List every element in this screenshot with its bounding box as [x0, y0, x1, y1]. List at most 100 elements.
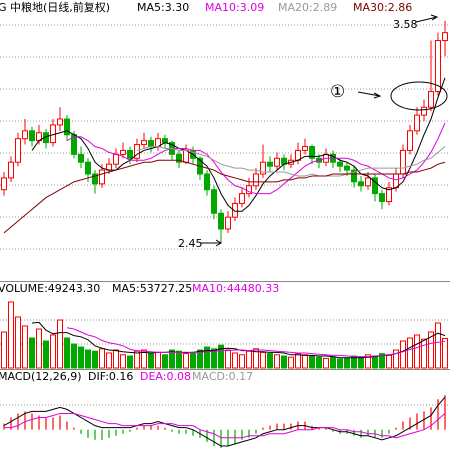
candle-body [162, 138, 168, 144]
volume-bar [141, 349, 147, 369]
volume-bar [421, 338, 427, 369]
volume-bar [316, 356, 322, 369]
volume-bar [197, 349, 203, 369]
candle-body [414, 114, 420, 132]
ma-line [3, 159, 446, 234]
candle-body [148, 140, 154, 148]
arrow [415, 14, 439, 23]
volume-bar [358, 356, 364, 369]
candle-body [113, 153, 119, 165]
candle-body [337, 161, 343, 167]
ma-line [66, 327, 446, 358]
volume-bar [281, 355, 287, 369]
volume-bar [106, 352, 112, 369]
candle-body [365, 177, 371, 187]
volume-bar [435, 322, 441, 369]
candle-body [176, 153, 182, 163]
volume-bar [64, 337, 70, 369]
volume-bar [225, 349, 231, 369]
volume-bar [372, 355, 378, 369]
legend-entry: MA10:3.09 [205, 1, 264, 14]
arrow [357, 91, 382, 99]
candle-body [78, 153, 84, 163]
annotations: 3.58 2.45 ① [178, 14, 448, 250]
candle-body [204, 173, 210, 191]
candle-body [274, 157, 280, 167]
volume-bar [330, 356, 336, 369]
arrow [200, 239, 222, 247]
candle-body [22, 130, 28, 140]
grid [0, 24, 450, 406]
candle-body [1, 177, 7, 191]
candle-body [260, 161, 266, 175]
ma-line [3, 396, 446, 447]
annotation: ① [330, 82, 345, 102]
legend-entry: MA5:53727.25 [112, 282, 192, 295]
candle-body [8, 161, 14, 179]
volume-bar [50, 334, 56, 369]
candle-body [134, 144, 140, 159]
candle-body [400, 149, 406, 175]
volume-bar [365, 354, 371, 369]
volume-bar [260, 351, 266, 369]
candle-body [29, 130, 35, 142]
candle-body [428, 91, 434, 108]
candle-body [379, 193, 385, 202]
candle-body [64, 118, 70, 136]
candle-body [239, 193, 245, 204]
volume-bar [337, 358, 343, 369]
candle-body [253, 173, 259, 187]
volume-bar [190, 351, 196, 369]
volume-title: VOLUME:49243.30 [0, 282, 100, 295]
legend-entry: DEA:0.08 [140, 370, 191, 383]
volume-bar [15, 316, 21, 369]
candle-body [57, 118, 63, 126]
volume-bar [309, 355, 315, 369]
volume-bar [148, 352, 154, 369]
volume-bar [43, 340, 49, 369]
legend-entry: MACD:0.17 [192, 370, 253, 383]
price-title: G 中粮地(日线,前复权) [0, 0, 110, 14]
volume-bar [295, 353, 301, 369]
volume-bar [57, 319, 63, 369]
candle-body [442, 32, 448, 42]
candle-body [232, 202, 238, 218]
volume-bar [134, 350, 140, 369]
candle-body [183, 149, 189, 163]
volume-bar [1, 331, 7, 369]
volume-bar [99, 348, 105, 369]
volume-bar [386, 354, 392, 369]
candle-body [225, 216, 231, 230]
candle-body [358, 181, 364, 187]
candle-body [302, 146, 308, 151]
macd-title: MACD(12,26,9) [0, 370, 82, 383]
volume-bar [169, 349, 175, 369]
volume-bar [204, 346, 210, 369]
legend-entry: MA10:44480.33 [192, 282, 279, 295]
volume-bar [232, 352, 238, 369]
legend-entry: MA5:3.30 [137, 1, 189, 14]
candle-body [267, 161, 273, 167]
candle-body [15, 138, 21, 163]
candle-body [344, 165, 350, 171]
ma-line [31, 77, 446, 212]
volume-bar [71, 343, 77, 369]
volume-bar [351, 355, 357, 369]
annotation: 2.45 [178, 237, 203, 250]
volume-bar [120, 354, 126, 369]
volume-bar [442, 337, 448, 369]
volume-bar [302, 354, 308, 369]
candle-body [218, 212, 224, 230]
volume-bar [239, 354, 245, 369]
candle-body [120, 149, 126, 155]
volume-bar [176, 350, 182, 369]
volume-bar [414, 334, 420, 369]
volume-bar [85, 349, 91, 369]
volume-bar [393, 349, 399, 369]
candle-body [372, 177, 378, 195]
candle-body [435, 40, 441, 93]
legend-entry: DIF:0.16 [88, 370, 133, 383]
volume-bar [428, 331, 434, 369]
ma-line [136, 146, 446, 177]
volume-bar [155, 351, 161, 369]
